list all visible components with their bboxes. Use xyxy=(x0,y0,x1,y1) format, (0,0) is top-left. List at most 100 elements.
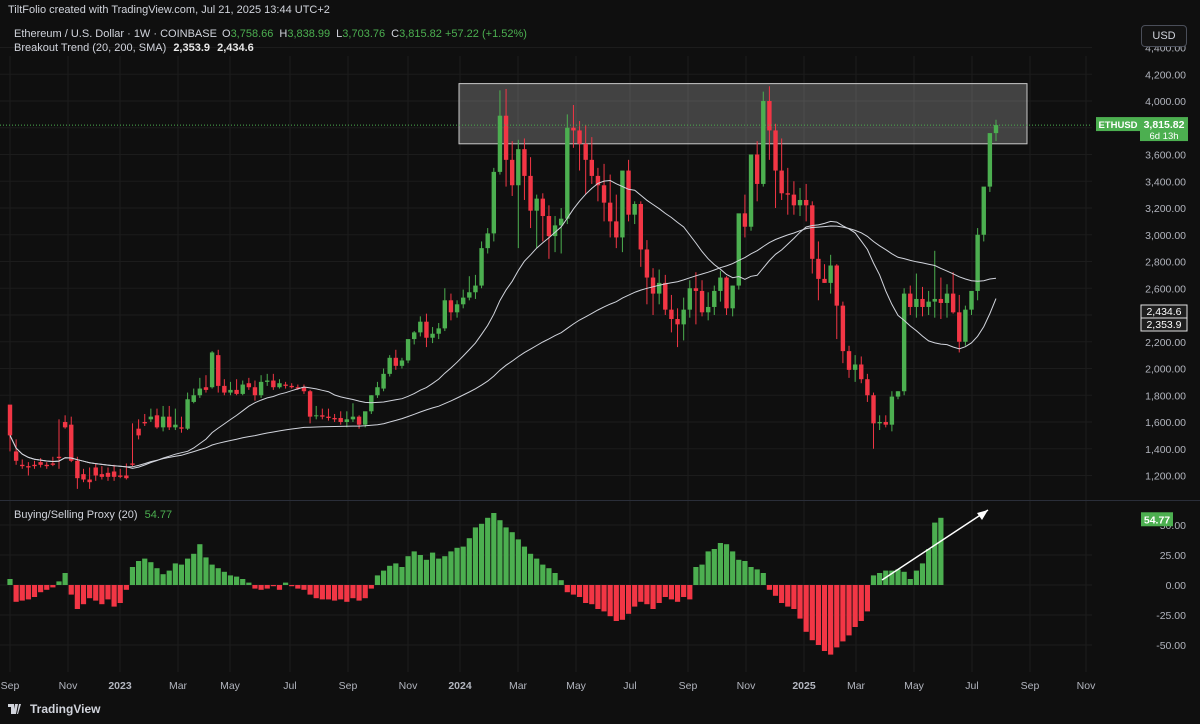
candle-body xyxy=(571,127,576,131)
candle-body xyxy=(436,328,441,334)
price-tag-bg xyxy=(1140,117,1188,142)
time-tick-label: 2024 xyxy=(448,680,472,692)
osc-bar xyxy=(246,582,252,585)
candle-body xyxy=(56,456,62,459)
osc-bar xyxy=(723,544,730,585)
osc-bar xyxy=(650,585,656,609)
currency-button[interactable]: USD xyxy=(1141,25,1187,47)
candle-body xyxy=(516,149,521,186)
osc-bar xyxy=(44,585,50,590)
price-tick-label: 2,200.00 xyxy=(1145,337,1186,349)
indicator-name: Breakout Trend (20, 200, SMA) xyxy=(14,42,167,54)
candle-body xyxy=(914,298,919,307)
time-tick-label: May xyxy=(566,680,587,692)
candle-body xyxy=(969,290,974,310)
price-tick-label: 2,800.00 xyxy=(1145,257,1186,269)
candle-body xyxy=(865,379,870,396)
ohlc-h: H3,838.99 xyxy=(279,28,331,40)
price-change: +57.22 (+1.52%) xyxy=(444,28,527,40)
symbol-legend[interactable]: Ethereum / U.S. Dollar · 1W · COINBASE O… xyxy=(14,28,527,40)
candle-body xyxy=(687,288,692,310)
pane-separator[interactable] xyxy=(0,500,1200,501)
price-tick-label: 1,400.00 xyxy=(1145,444,1186,456)
candle-body xyxy=(185,399,190,429)
candle-body xyxy=(350,416,356,420)
osc-bar xyxy=(209,564,215,585)
osc-bar xyxy=(227,575,234,585)
osc-tick-label: 25.00 xyxy=(1160,550,1186,562)
ma20-line xyxy=(9,179,997,469)
osc-bar xyxy=(87,585,93,599)
osc-bar xyxy=(368,585,374,589)
price-tick-label: 3,000.00 xyxy=(1145,230,1186,242)
osc-bar xyxy=(803,585,809,632)
osc-bar xyxy=(852,585,858,627)
candle-body xyxy=(87,479,92,483)
osc-bar xyxy=(338,585,344,600)
candle-body xyxy=(411,332,417,340)
osc-bar xyxy=(938,517,944,585)
candle-body xyxy=(485,233,490,249)
candle-body xyxy=(356,416,362,425)
candle-body xyxy=(675,319,680,325)
osc-bar xyxy=(815,585,821,645)
candle-body xyxy=(932,298,937,302)
candle-body xyxy=(693,288,699,291)
osc-bar xyxy=(576,585,583,597)
candle-body xyxy=(981,186,986,235)
osc-bar xyxy=(570,585,577,595)
candle-body xyxy=(754,154,760,184)
osc-bar xyxy=(436,558,442,585)
candle-body xyxy=(950,293,956,313)
indicator-value-1: 2,353.9 xyxy=(173,42,211,54)
osc-bar xyxy=(662,585,668,597)
oscillator-legend[interactable]: Buying/Selling Proxy (20) 54.77 xyxy=(14,509,172,521)
osc-bar xyxy=(693,567,699,585)
price-tick-label: 2,600.00 xyxy=(1145,283,1186,295)
candle-body xyxy=(638,203,643,250)
candle-body xyxy=(883,422,888,425)
osc-bar xyxy=(356,585,362,601)
candle-body xyxy=(118,475,123,477)
price-tick-label: 3,200.00 xyxy=(1145,203,1186,215)
osc-bar xyxy=(191,553,197,585)
indicator-legend[interactable]: Breakout Trend (20, 200, SMA) 2,353.9 2,… xyxy=(14,42,254,54)
candle-body xyxy=(252,387,258,396)
candle-body xyxy=(203,387,209,390)
candle-body xyxy=(442,300,448,329)
time-tick-label: Mar xyxy=(509,680,528,692)
candle-body xyxy=(228,389,233,393)
osc-bar xyxy=(350,585,356,599)
osc-bar xyxy=(331,585,338,601)
candle-body xyxy=(767,101,772,131)
osc-bar xyxy=(809,585,815,641)
candle-body xyxy=(712,290,717,307)
osc-bar xyxy=(699,564,705,585)
candle-body xyxy=(601,185,607,203)
osc-bar xyxy=(717,543,724,585)
tradingview-logo[interactable]: TradingView xyxy=(8,702,100,716)
candle-body xyxy=(301,387,307,392)
tradingview-logo-icon xyxy=(8,704,21,714)
osc-bar xyxy=(534,558,540,585)
osc-bar xyxy=(864,585,870,612)
candle-body xyxy=(393,357,399,366)
osc-bar xyxy=(889,570,895,585)
candle-body xyxy=(26,466,31,468)
osc-bar xyxy=(656,585,662,603)
osc-bar xyxy=(7,579,13,585)
oscillator-value: 54.77 xyxy=(144,509,173,521)
price-tag-countdown: 6d 13h xyxy=(1149,131,1178,142)
candle-body xyxy=(50,463,56,465)
candle-body xyxy=(424,321,429,338)
candle-body xyxy=(748,154,754,227)
candle-body xyxy=(20,464,25,467)
candle-body xyxy=(7,404,13,436)
osc-bar xyxy=(50,585,56,588)
candle-body xyxy=(852,364,858,370)
candle-body xyxy=(289,385,294,388)
candle-body xyxy=(222,385,227,393)
osc-bar xyxy=(68,585,74,595)
osc-bar xyxy=(821,585,828,651)
candle-body xyxy=(901,293,907,392)
